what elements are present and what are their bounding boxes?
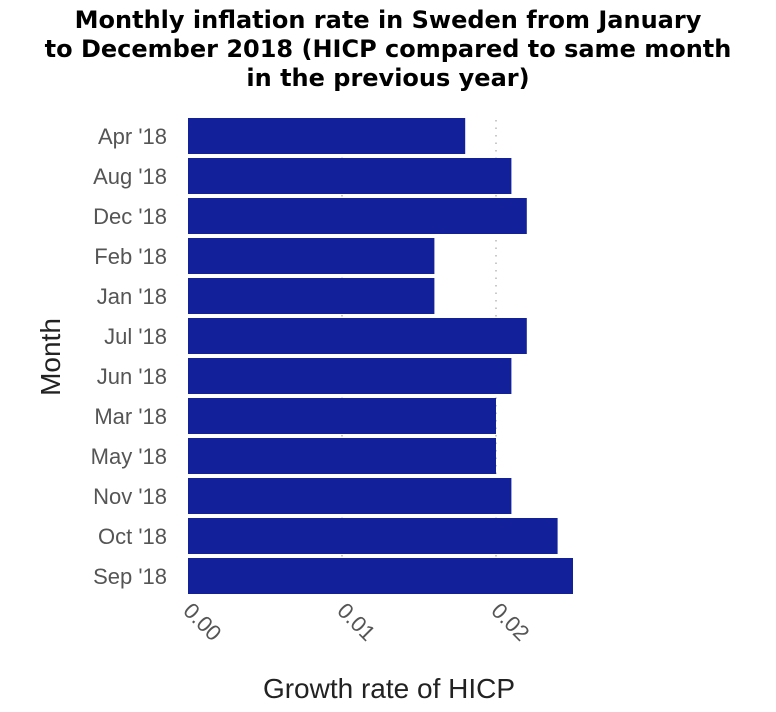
y-tick-label-3: Feb '18 (94, 244, 167, 269)
x-tick-labels: 0.00 0.01 0.02 (178, 598, 534, 646)
y-tick-label-8: May '18 (91, 444, 167, 469)
y-tick-label-10: Oct '18 (98, 524, 167, 549)
x-tick-label-1: 0.01 (332, 598, 380, 646)
bar-5 (188, 318, 527, 354)
y-tick-label-0: Apr '18 (98, 124, 167, 149)
bar-4 (188, 278, 435, 314)
x-axis-title: Growth rate of HICP (263, 673, 515, 704)
x-tick-label-0: 0.00 (178, 598, 226, 646)
bar-1 (188, 158, 512, 194)
bar-10 (188, 518, 558, 554)
y-tick-label-1: Aug '18 (93, 164, 167, 189)
bar-7 (188, 398, 496, 434)
bar-0 (188, 118, 466, 154)
y-tick-label-5: Jul '18 (104, 324, 167, 349)
y-axis-title: Month (35, 318, 66, 396)
bars (188, 118, 573, 594)
chart-title-line-2: to December 2018 (HICP compared to same … (44, 35, 732, 63)
y-tick-labels: Apr '18 Aug '18 Dec '18 Feb '18 Jan '18 Jul '… (91, 124, 167, 589)
y-tick-label-6: Jun '18 (97, 364, 167, 389)
chart-title: Monthly inflation rate in Sweden from Ja… (0, 6, 776, 93)
y-tick-label-2: Dec '18 (93, 204, 167, 229)
y-tick-label-7: Mar '18 (94, 404, 167, 429)
y-tick-label-9: Nov '18 (93, 484, 167, 509)
y-tick-label-4: Jan '18 (97, 284, 167, 309)
bar-9 (188, 478, 512, 514)
chart-title-line-1: Monthly inflation rate in Sweden from Ja… (74, 6, 702, 34)
y-tick-label-11: Sep '18 (93, 564, 167, 589)
bar-6 (188, 358, 512, 394)
x-tick-label-2: 0.02 (486, 598, 534, 646)
chart-title-line-3: in the previous year) (246, 64, 530, 92)
bar-2 (188, 198, 527, 234)
bar-3 (188, 238, 435, 274)
bar-8 (188, 438, 496, 474)
bar-11 (188, 558, 573, 594)
